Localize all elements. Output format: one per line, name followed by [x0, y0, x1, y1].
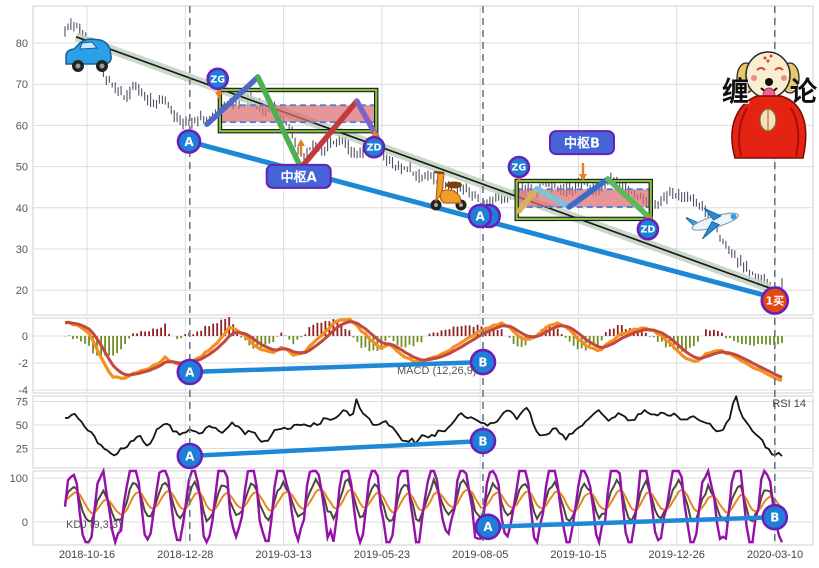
- pivot-label-a: 中枢A: [265, 163, 332, 189]
- zigzag-segment: [566, 176, 611, 210]
- x-tick-label: 2019-08-05: [452, 549, 508, 561]
- y-tick-label: -4: [18, 385, 28, 397]
- kdj-j-line: [63, 466, 784, 547]
- y-tick-label: 60: [16, 120, 28, 132]
- pivot-band: [219, 105, 377, 123]
- marker-main-zd-2: ZD: [362, 135, 386, 159]
- marker-text: B: [478, 355, 487, 369]
- marker-text: A: [475, 209, 485, 223]
- marker-kdj-a-12: A: [474, 513, 502, 541]
- marker-main-zg-1: ZG: [206, 67, 229, 91]
- buy-point-marker: 1买: [760, 286, 790, 315]
- marker-main-zd-6: ZD: [636, 217, 660, 241]
- x-tick-label: 2019-12-26: [649, 549, 705, 561]
- marker-macd-b-9: B: [469, 348, 497, 376]
- rsi-line: [64, 395, 783, 457]
- y-tick-label: 100: [10, 473, 28, 485]
- trend-line-rsi: [187, 438, 486, 459]
- annotation-arrow-down: [579, 163, 587, 181]
- rsi-panel: [32, 395, 814, 469]
- x-tick-label: 2019-10-15: [550, 549, 606, 561]
- x-tick-label: 2019-03-13: [255, 549, 311, 561]
- zigzag-segment: [534, 186, 572, 210]
- y-tick-label: 20: [16, 285, 28, 297]
- marker-text: A: [184, 135, 194, 149]
- zigzag-segment: [204, 74, 261, 127]
- marker-macd-a-8: A: [176, 358, 204, 386]
- y-tick-label: -2: [18, 358, 28, 370]
- zigzag-segment: [255, 74, 304, 171]
- marker-text: ZD: [367, 143, 382, 154]
- y-tick-label: 70: [16, 79, 28, 91]
- y-tick-label: 50: [16, 162, 28, 174]
- trend-line-kdj: [485, 514, 778, 530]
- zigzag-segment: [298, 98, 360, 171]
- trend-line-macd: [187, 359, 486, 375]
- zigzag-segment: [605, 176, 653, 221]
- pivot-label-text: 中枢A: [281, 169, 317, 185]
- pivot-label-text: 中枢B: [564, 136, 600, 152]
- channel-line: [75, 36, 771, 289]
- marker-main-a-0: A: [176, 129, 202, 154]
- marker-main-a-4: A: [467, 203, 493, 229]
- y-tick-label: 75: [16, 397, 28, 409]
- marker-rsi-a-10: A: [176, 442, 204, 470]
- x-tick-label: 2018-10-16: [59, 549, 115, 561]
- y-tick-label: 25: [16, 444, 28, 456]
- x-tick-label: 2020-03-10: [747, 549, 803, 561]
- pivot-box: [515, 179, 652, 221]
- marker-main-zg-5: ZG: [507, 155, 531, 179]
- y-tick-label: 30: [16, 244, 28, 256]
- y-tick-label: 80: [16, 38, 28, 50]
- x-tick-label: 2018-12-28: [157, 549, 213, 561]
- y-tick-label: 0: [22, 517, 28, 529]
- marker-text: A: [185, 449, 195, 463]
- marker-kdj-b-13: B: [761, 503, 789, 531]
- marker-text: A: [483, 520, 493, 534]
- marker-rsi-b-11: B: [469, 427, 497, 455]
- annotation-arrow-up: [297, 139, 305, 156]
- y-tick-label: 0: [22, 331, 28, 343]
- y-tick-label: 50: [16, 420, 28, 432]
- x-tick-label: 2019-05-23: [354, 549, 410, 561]
- marker-text: ZD: [641, 225, 656, 236]
- zigzag-segment: [354, 98, 380, 140]
- marker-text: 1买: [765, 295, 784, 308]
- marker-text: B: [770, 511, 779, 525]
- zigzag-segment: [516, 186, 540, 214]
- marker-text: ZG: [512, 162, 527, 173]
- marker-text: ZG: [210, 74, 225, 85]
- pivot-label-b: 中枢B: [549, 130, 615, 156]
- marker-text: B: [478, 434, 487, 448]
- marker-text: A: [185, 365, 195, 379]
- macd-panel: [32, 317, 814, 394]
- y-tick-label: 40: [16, 203, 28, 215]
